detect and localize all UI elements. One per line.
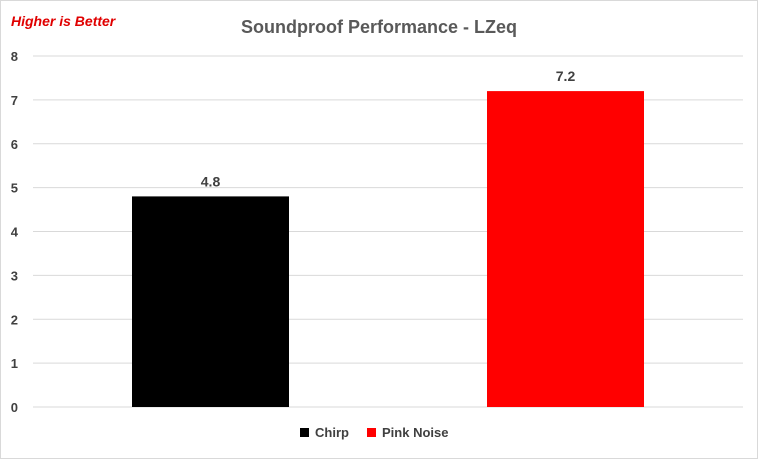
data-label-chirp: 4.8 <box>201 173 221 189</box>
legend-swatch-chirp <box>300 428 309 437</box>
y-tick-label: 6 <box>11 137 18 152</box>
higher-is-better-note: Higher is Better <box>11 13 117 29</box>
y-tick-label: 0 <box>11 400 18 415</box>
legend-swatch-pink-noise <box>367 428 376 437</box>
legend-label-pink-noise: Pink Noise <box>382 425 448 440</box>
y-tick-label: 5 <box>11 181 18 196</box>
chart-title: Soundproof Performance - LZeq <box>241 17 517 37</box>
y-tick-label: 1 <box>11 356 18 371</box>
y-tick-label: 2 <box>11 312 18 327</box>
y-axis-tick-labels: 0 1 2 3 4 5 6 7 8 <box>11 49 19 415</box>
legend: Chirp Pink Noise <box>300 425 448 440</box>
y-tick-label: 4 <box>11 225 19 240</box>
bar-chirp <box>132 196 289 407</box>
bars <box>132 91 644 407</box>
y-tick-label: 7 <box>11 93 18 108</box>
data-labels: 4.8 7.2 <box>201 68 576 189</box>
data-label-pink-noise: 7.2 <box>556 68 576 84</box>
y-tick-label: 3 <box>11 268 18 283</box>
y-tick-label: 8 <box>11 49 18 64</box>
legend-label-chirp: Chirp <box>315 425 349 440</box>
bar-pink-noise <box>487 91 644 407</box>
